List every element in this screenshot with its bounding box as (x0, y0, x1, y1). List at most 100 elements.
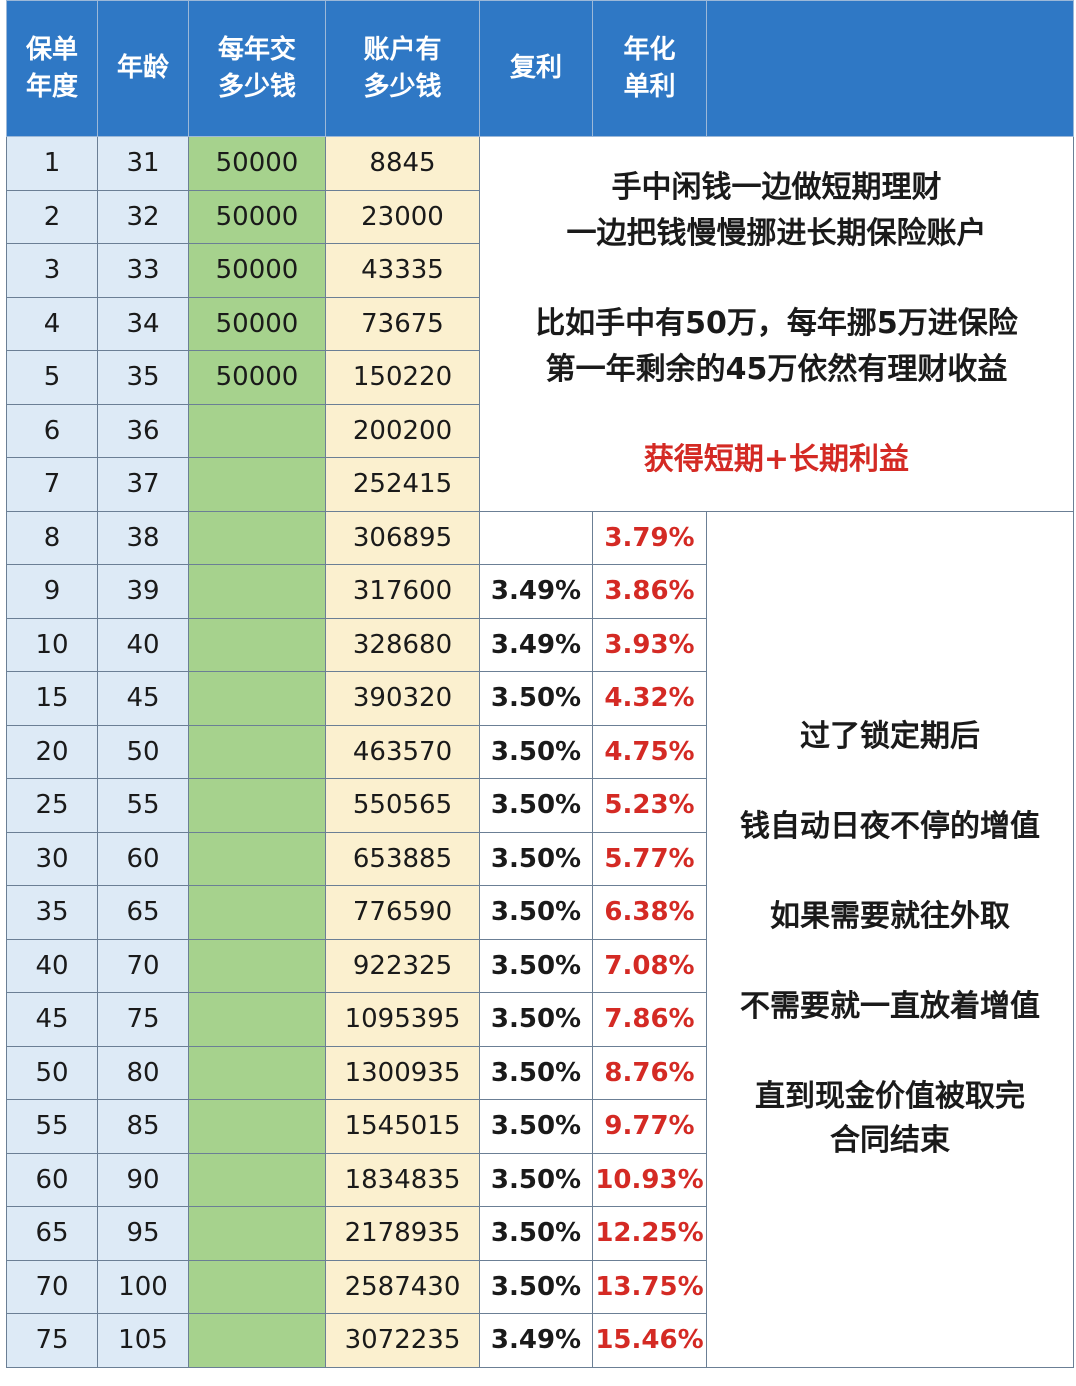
cell-account-value: 776590 (325, 885, 480, 940)
cell-compound-rate: 3.50% (479, 1206, 593, 1261)
cell-age: 33 (97, 243, 189, 298)
header-simple-rate: 年化 单利 (592, 0, 707, 137)
table-row: 45 75 1095395 3.50% 7.86% (6, 992, 1074, 1047)
note-line: 第一年剩余的45万依然有理财收益 (545, 351, 1008, 387)
cell-age: 95 (97, 1206, 189, 1261)
cell-age: 36 (97, 403, 189, 458)
cell-policy-year: 65 (6, 1206, 98, 1261)
cell-annual-payment (188, 1313, 326, 1368)
cell-simple-rate: 13.75% (592, 1259, 707, 1314)
table-row: 5 35 50000 150220 (6, 350, 1074, 405)
table-row: 60 90 1834835 3.50% 10.93% (6, 1152, 1074, 1207)
cell-annual-payment (188, 724, 326, 779)
cell-compound-rate: 3.49% (479, 564, 593, 619)
table-row: 70 100 2587430 3.50% 13.75% (6, 1259, 1074, 1314)
cell-age: 75 (97, 992, 189, 1047)
cell-policy-year: 2 (6, 189, 98, 244)
cell-annual-payment (188, 564, 326, 619)
cell-policy-year: 25 (6, 778, 98, 833)
cell-account-value: 306895 (325, 510, 480, 565)
cell-account-value: 317600 (325, 564, 480, 619)
cell-policy-year: 1 (6, 136, 98, 191)
cell-account-value: 23000 (325, 189, 480, 244)
cell-simple-rate: 15.46% (592, 1313, 707, 1368)
cell-account-value: 200200 (325, 403, 480, 458)
note-highlight: 获得短期+长期利益 (643, 441, 910, 477)
table-body: 1 31 50000 8845 手中闲钱一边做短期理财 一边把钱慢慢挪进长期保险账户 比如手… (6, 136, 1074, 1368)
cell-annual-payment: 50000 (188, 296, 326, 351)
note-line: 过了锁定期后 (800, 719, 980, 754)
cell-annual-payment: 50000 (188, 189, 326, 244)
policy-value-table: 保单 年度 年龄 每年交 多少钱 账户有 多少钱 复利 年化 (6, 0, 1074, 1368)
cell-account-value: 390320 (325, 671, 480, 726)
header-account-value: 账户有 多少钱 (325, 0, 480, 137)
cell-policy-year: 8 (6, 510, 98, 565)
table-row: 10 40 328680 3.49% 3.93% (6, 617, 1074, 672)
table-row: 25 55 550565 3.50% 5.23% (6, 778, 1074, 833)
cell-simple-rate: 4.75% (592, 724, 707, 779)
cell-policy-year: 10 (6, 617, 98, 672)
cell-account-value: 1300935 (325, 1045, 480, 1100)
cell-age: 60 (97, 831, 189, 886)
cell-policy-year: 5 (6, 350, 98, 405)
cell-annual-payment (188, 510, 326, 565)
cell-simple-rate: 10.93% (592, 1152, 707, 1207)
cell-policy-year: 30 (6, 831, 98, 886)
table-row: 6 36 200200 (6, 403, 1074, 458)
cell-account-value: 73675 (325, 296, 480, 351)
cell-age: 85 (97, 1099, 189, 1154)
note-line: 不需要就一直放着增值 (740, 989, 1040, 1024)
cell-annual-payment (188, 831, 326, 886)
table-row: 2 32 50000 23000 (6, 189, 1074, 244)
cell-compound-rate: 3.49% (479, 1313, 593, 1368)
note-line: 手中闲钱一边做短期理财 (611, 169, 942, 205)
cell-simple-rate: 8.76% (592, 1045, 707, 1100)
cell-account-value: 653885 (325, 831, 480, 886)
cell-age: 40 (97, 617, 189, 672)
cell-age: 105 (97, 1313, 189, 1368)
table-row: 20 50 463570 3.50% 4.75% (6, 724, 1074, 779)
cell-compound-rate: 3.50% (479, 671, 593, 726)
cell-annual-payment (188, 992, 326, 1047)
cell-annual-payment: 50000 (188, 243, 326, 298)
cell-policy-year: 60 (6, 1152, 98, 1207)
cell-policy-year: 70 (6, 1259, 98, 1314)
cell-policy-year: 15 (6, 671, 98, 726)
header-age: 年龄 (97, 0, 189, 137)
cell-policy-year: 45 (6, 992, 98, 1047)
cell-policy-year: 55 (6, 1099, 98, 1154)
cell-annual-payment (188, 938, 326, 993)
cell-compound-rate: 3.50% (479, 724, 593, 779)
cell-account-value: 1545015 (325, 1099, 480, 1154)
cell-annual-payment (188, 1206, 326, 1261)
cell-compound-rate: 3.50% (479, 1152, 593, 1207)
cell-compound-rate (479, 510, 593, 565)
cell-simple-rate: 3.86% (592, 564, 707, 619)
cell-policy-year: 20 (6, 724, 98, 779)
cell-annual-payment (188, 617, 326, 672)
cell-compound-rate: 3.49% (479, 617, 593, 672)
header-compound-rate: 复利 (479, 0, 593, 137)
table-row: 9 39 317600 3.49% 3.86% (6, 564, 1074, 619)
header-annual-payment: 每年交 多少钱 (188, 0, 326, 137)
table-row: 65 95 2178935 3.50% 12.25% (6, 1206, 1074, 1261)
cell-compound-rate: 3.50% (479, 992, 593, 1047)
cell-policy-year: 4 (6, 296, 98, 351)
table-row: 8 38 306895 3.79% 过了锁定期后 钱自动日夜不停的增值 如果需要就往外取 不需… (6, 510, 1074, 1368)
table-row: 75 105 3072235 3.49% 15.46% (6, 1313, 1074, 1368)
cell-age: 45 (97, 671, 189, 726)
note-line: 比如手中有50万，每年挪5万进保险 (535, 305, 1018, 341)
cell-account-value: 3072235 (325, 1313, 480, 1368)
header-empty (706, 0, 1074, 137)
note-line: 如果需要就往外取 (770, 899, 1010, 934)
table-row: 55 85 1545015 3.50% 9.77% (6, 1099, 1074, 1154)
header-policy-year: 保单 年度 (6, 0, 98, 137)
cell-account-value: 150220 (325, 350, 480, 405)
cell-compound-rate: 3.50% (479, 885, 593, 940)
cell-annual-payment (188, 671, 326, 726)
cell-annual-payment (188, 885, 326, 940)
cell-simple-rate: 7.86% (592, 992, 707, 1047)
cell-policy-year: 35 (6, 885, 98, 940)
cell-compound-rate: 3.50% (479, 831, 593, 886)
cell-compound-rate: 3.50% (479, 1099, 593, 1154)
